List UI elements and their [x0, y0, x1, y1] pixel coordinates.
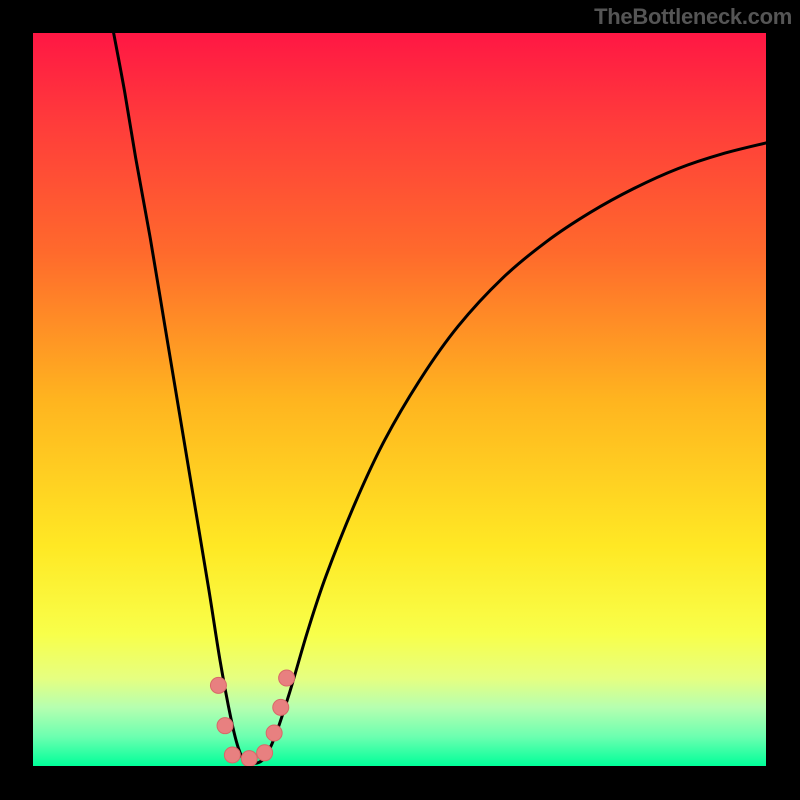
bottleneck-curve	[114, 33, 766, 764]
chart-canvas: TheBottleneck.com	[0, 0, 800, 800]
watermark-text: TheBottleneck.com	[594, 4, 792, 30]
marker-dot	[210, 677, 226, 693]
marker-dot	[217, 718, 233, 734]
marker-dot	[224, 747, 240, 763]
marker-dot	[273, 699, 289, 715]
marker-dot	[241, 751, 257, 766]
marker-dot	[279, 670, 295, 686]
plot-area	[33, 33, 766, 766]
curve-layer	[33, 33, 766, 766]
marker-dot	[257, 745, 273, 761]
marker-dot	[266, 725, 282, 741]
